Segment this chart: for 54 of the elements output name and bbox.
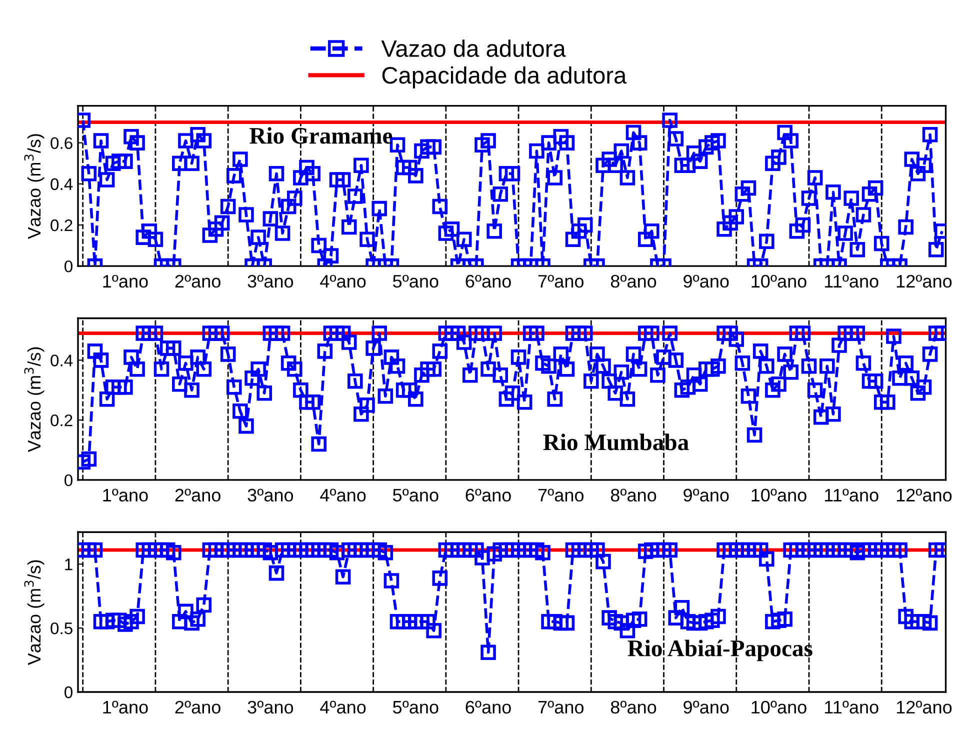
text: Rio Gramame <box>250 127 392 144</box>
x-tick-label: 8ºano <box>610 700 656 714</box>
x-tick-label: 5ºano <box>393 700 438 714</box>
y-tick-label: 0 <box>64 260 72 272</box>
y-tick-label: 0.4 <box>50 178 73 190</box>
y-tick-label: 0 <box>64 474 72 486</box>
x-tick-label: 12ºano <box>896 700 952 714</box>
y-tick-label: 0.2 <box>50 414 72 426</box>
x-tick-label: 5ºano <box>393 488 438 502</box>
x-tick-label: 1ºano <box>103 274 148 288</box>
x-tick-label: 12ºano <box>896 274 952 288</box>
y-tick-label: 0.5 <box>50 622 72 634</box>
x-tick-label: 6ºano <box>466 488 511 502</box>
text: Rio Abiaí-Papocas <box>628 640 812 662</box>
x-tick-label: 6ºano <box>466 700 511 714</box>
x-tick-label: 7ºano <box>538 274 584 288</box>
x-tick-label: 4ºano <box>320 488 366 502</box>
x-tick-label: 10ºano <box>752 488 806 502</box>
y-axis-title: Vazao (m$^{3}$/s) <box>24 134 44 239</box>
x-tick-label: 11ºano <box>824 274 878 288</box>
x-tick-label: 6ºano <box>466 274 511 288</box>
x-tick-label: 10ºano <box>752 700 806 714</box>
x-tick-label: 1ºano <box>103 700 148 714</box>
y-axis-title: Vazao (m$^{3}$/s) <box>24 347 44 452</box>
y-tick-label: 0 <box>64 686 72 698</box>
x-tick-label: 11ºano <box>824 488 878 502</box>
x-tick-label: 2ºano <box>175 274 220 288</box>
y-tick-label: 0.4 <box>50 354 73 366</box>
x-tick-label: 7ºano <box>538 700 584 714</box>
x-tick-label: 9ºano <box>684 700 729 714</box>
x-tick-label: 3ºano <box>248 700 294 714</box>
x-tick-label: 12ºano <box>896 488 952 502</box>
text: Rio Mumbaba <box>543 434 689 450</box>
legend-label: Vazao da adutora <box>381 40 566 57</box>
x-tick-label: 7ºano <box>538 488 584 502</box>
x-tick-label: 10ºano <box>752 274 806 288</box>
legend-label: Capacidade da adutora <box>382 66 627 88</box>
x-tick-label: 8ºano <box>610 274 656 288</box>
y-tick-label: 0.6 <box>50 137 72 150</box>
x-tick-label: 5ºano <box>393 274 438 288</box>
x-tick-label: 8ºano <box>610 488 656 502</box>
x-tick-label: 3ºano <box>248 488 294 502</box>
y-axis-title: Vazao (m$^{3}$/s) <box>24 560 44 666</box>
x-tick-label: 2ºano <box>175 700 220 714</box>
y-tick-label: 0.2 <box>50 219 72 232</box>
x-tick-label: 4ºano <box>320 700 366 714</box>
x-tick-label: 2ºano <box>175 488 220 502</box>
x-tick-label: 11ºano <box>824 700 878 714</box>
x-tick-label: 3ºano <box>248 274 294 288</box>
x-tick-label: 9ºano <box>684 274 729 288</box>
y-tick-label: 1 <box>65 558 72 570</box>
x-tick-label: 9ºano <box>684 488 729 502</box>
x-tick-label: 1ºano <box>103 488 148 502</box>
x-tick-label: 4ºano <box>320 274 366 288</box>
